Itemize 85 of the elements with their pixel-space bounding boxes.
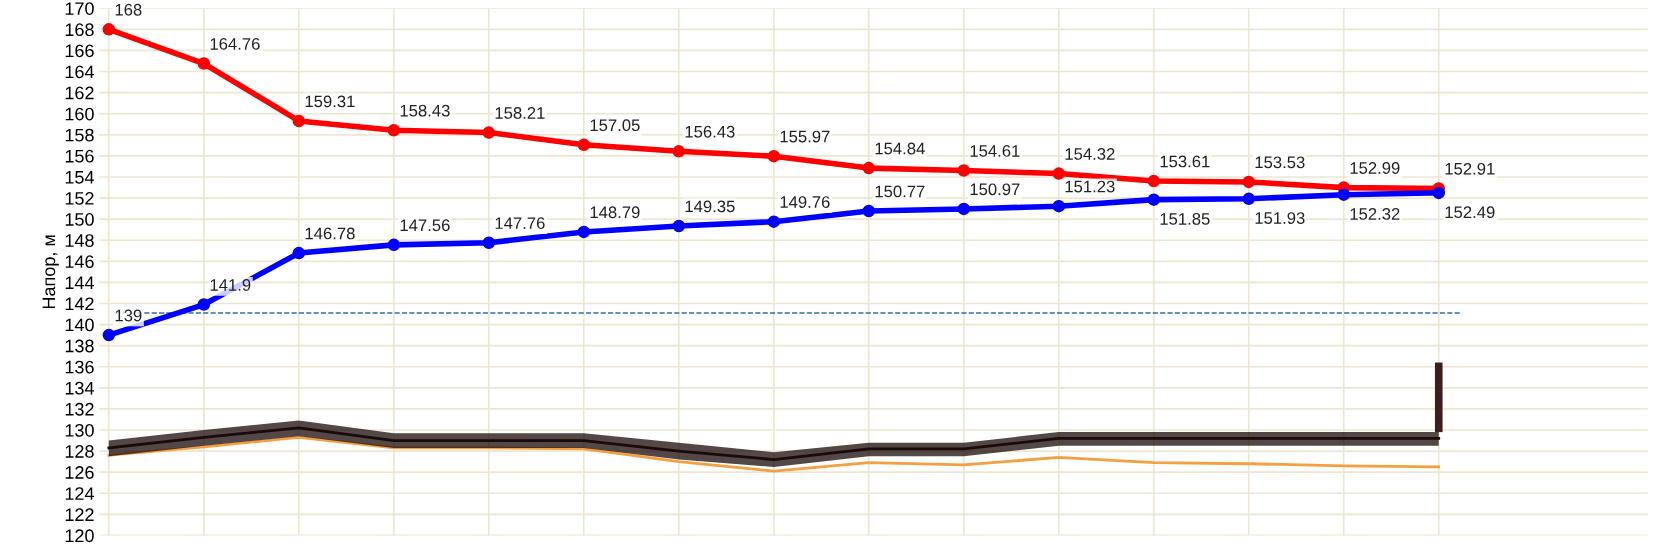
point (292, 114, 306, 128)
data-label: 141.9 (210, 279, 251, 291)
data-label: 158.21 (495, 107, 545, 119)
y-tick-label: 142 (65, 297, 94, 311)
data-label: 151.23 (1065, 180, 1115, 193)
y-tick-label: 156 (65, 149, 94, 163)
y-axis-title: Напор, м (42, 235, 59, 309)
point (957, 164, 971, 177)
y-tick-label: 166 (65, 44, 94, 58)
data-label: 159.31 (305, 95, 355, 108)
data-label: 150.77 (875, 185, 925, 198)
point (1242, 175, 1256, 189)
y-tick-label: 144 (65, 276, 94, 289)
data-label: 168 (115, 3, 142, 16)
point (482, 236, 496, 250)
point (102, 328, 116, 342)
data-label: 158.43 (400, 104, 450, 117)
data-label: 154.32 (1065, 148, 1115, 160)
data-label: 157.05 (590, 119, 640, 132)
point (387, 124, 401, 137)
data-label: 147.76 (495, 217, 545, 230)
data-label: 154.84 (875, 142, 925, 155)
point (1052, 199, 1066, 213)
data-label: 152.49 (1445, 206, 1495, 219)
point (577, 138, 591, 152)
data-label: 149.76 (780, 196, 830, 208)
point (767, 149, 781, 163)
data-label: 152.99 (1350, 162, 1400, 174)
data-label: 151.93 (1255, 212, 1305, 224)
point (862, 204, 876, 218)
data-label: 154.61 (970, 145, 1020, 157)
y-tick-label: 134 (65, 381, 94, 395)
point (1147, 174, 1161, 188)
y-tick-label: 122 (65, 508, 94, 521)
y-tick-label: 162 (65, 86, 94, 100)
y-tick-label: 130 (65, 423, 94, 437)
y-tick-label: 120 (65, 529, 94, 543)
point (672, 219, 686, 233)
data-label: 152.91 (1445, 162, 1495, 175)
point (102, 23, 116, 36)
y-tick-label: 160 (65, 107, 94, 121)
point (767, 215, 781, 228)
point (197, 298, 211, 311)
y-tick-label: 150 (65, 213, 94, 226)
data-label: 164.76 (210, 38, 260, 50)
point (577, 225, 591, 239)
data-label: 156.43 (685, 125, 735, 138)
data-label: 150.97 (970, 183, 1020, 196)
data-label: 153.61 (1160, 155, 1210, 168)
point (862, 161, 876, 175)
point (1432, 186, 1445, 200)
y-tick-label: 128 (65, 445, 94, 458)
y-tick-label: 124 (65, 487, 94, 500)
point (1242, 192, 1256, 206)
data-label: 152.32 (1350, 208, 1400, 220)
data-label: 149.35 (685, 200, 735, 213)
point (957, 202, 971, 216)
y-tick-label: 146 (65, 255, 94, 269)
y-tick-label: 152 (65, 191, 94, 205)
y-tick-label: 132 (65, 402, 94, 416)
y-tick-label: 148 (65, 234, 94, 247)
data-label: 155.97 (780, 130, 830, 143)
point (292, 246, 306, 260)
data-label: 151.85 (1160, 213, 1210, 225)
y-tick-label: 138 (65, 339, 94, 353)
point (197, 57, 211, 70)
y-tick-label: 154 (65, 171, 94, 184)
data-label: 148.79 (590, 206, 640, 219)
point (1052, 167, 1066, 180)
point (387, 238, 401, 252)
data-label: 139 (115, 309, 142, 322)
y-tick-label: 158 (65, 128, 94, 142)
data-label: 146.78 (305, 227, 355, 240)
y-tick-label: 168 (65, 23, 94, 37)
data-label: 153.53 (1255, 156, 1305, 169)
y-tick-label: 140 (65, 318, 94, 332)
y-tick-label: 136 (65, 360, 94, 374)
point (672, 145, 686, 158)
y-tick-label: 170 (65, 2, 94, 15)
point (482, 126, 496, 139)
data-label: 147.56 (400, 219, 450, 232)
point (1337, 188, 1350, 201)
y-tick-label: 126 (65, 466, 94, 479)
point (1147, 193, 1161, 206)
y-tick-label: 164 (65, 65, 94, 79)
